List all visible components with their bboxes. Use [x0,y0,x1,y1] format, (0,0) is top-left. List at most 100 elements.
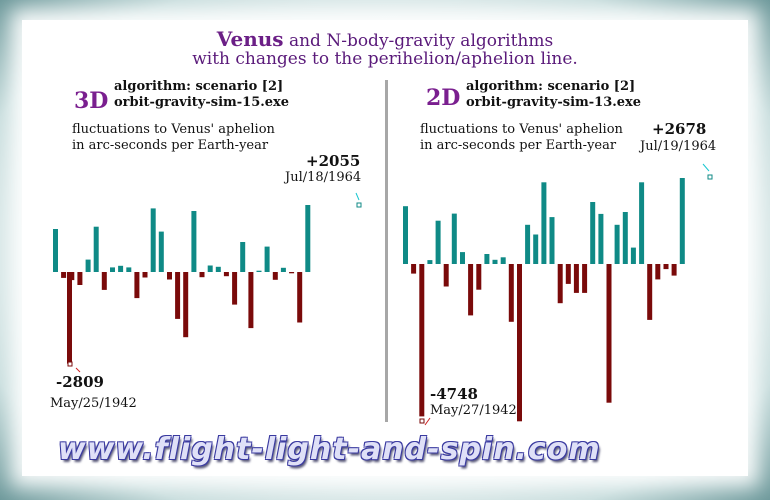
left-bar-23 [240,242,246,272]
left-bar-0 [53,229,58,272]
left-bar-28 [280,267,286,272]
left-max-arrow [355,192,360,201]
left-bar-9 [126,267,132,272]
right-program-label: orbit-gravity-sim-13.exe [466,95,642,110]
left-bar-22 [232,272,238,305]
right-bar-31 [655,264,661,280]
title-emphasis: Venus [216,27,284,51]
right-max-date: Jul/19/1964 [640,139,717,154]
right-bar-19 [557,264,563,304]
right-description-line1: fluctuations to Venus' aphelion [420,122,623,137]
left-bar-4 [85,259,91,272]
right-bar-2 [419,264,425,417]
right-min-value: -4748 [430,385,478,403]
right-bar-4 [435,220,441,264]
right-bar-21 [573,264,579,293]
left-bar-31 [305,205,311,272]
left-bar-11 [142,272,148,278]
right-bar-24 [598,213,604,264]
left-bar-16 [183,272,189,338]
left-bar-8 [118,265,124,272]
right-bar-14 [517,264,522,422]
left-bar-30 [297,272,303,323]
right-bar-1 [411,264,417,274]
left-bar-6 [101,272,107,290]
right-bar-6 [451,213,457,264]
right-max-value: +2678 [652,120,707,138]
right-bar-27 [622,212,628,264]
right-bar-29 [639,182,645,264]
left-bar-32 [67,272,72,364]
right-bar-17 [541,182,547,264]
left-bar-20 [215,266,221,272]
left-min-value: -2809 [56,373,104,391]
right-bar-26 [614,224,620,264]
right-bar-16 [533,234,539,264]
right-bar-34 [679,178,685,264]
right-bar-5 [443,264,449,287]
right-bar-12 [500,257,506,264]
left-bar-12 [150,208,156,272]
left-bar-24 [248,272,254,329]
right-bar-0 [403,206,408,264]
right-bar-18 [549,217,555,264]
right-bar-15 [525,224,531,264]
left-dimension-label: 3D [74,88,109,114]
left-bar-25 [256,270,262,272]
left-bar-21 [223,272,229,277]
left-min-date: May/25/1942 [50,396,137,411]
left-bar-18 [199,272,205,278]
right-description-line2: in arc-seconds per Earth-year [420,138,617,153]
right-bar-22 [582,264,588,293]
right-dimension-label: 2D [426,85,461,111]
left-max-value: +2055 [306,152,361,170]
left-bar-chart [53,205,311,364]
right-bar-10 [484,254,490,264]
right-min-marker [419,418,425,424]
left-bar-7 [110,267,115,272]
right-bar-30 [647,264,653,320]
left-bar-3 [77,272,83,285]
right-bar-33 [671,264,677,276]
left-max-marker [356,202,362,208]
left-min-arrow [75,367,81,373]
right-bar-11 [492,259,498,264]
right-bar-32 [663,264,669,270]
right-bar-3 [427,260,433,264]
left-algorithm-label: algorithm: scenario [2] [114,79,284,94]
left-bar-29 [289,272,295,274]
left-bar-19 [207,265,213,272]
left-description-line1: fluctuations to Venus' aphelion [72,122,275,137]
left-bar-26 [264,246,270,272]
right-bar-8 [468,264,474,316]
right-algorithm-label: algorithm: scenario [2] [466,79,636,94]
left-bar-14 [167,272,172,280]
right-bar-20 [565,264,571,284]
right-min-date: May/27/1942 [430,403,517,418]
right-max-marker [707,174,713,180]
subtitle: with changes to the perihelion/aphelion … [192,49,578,69]
left-bar-13 [158,231,164,272]
right-bar-chart [403,178,685,422]
right-bar-13 [508,264,514,322]
right-bar-7 [460,252,465,264]
right-bar-25 [606,264,612,403]
left-bar-10 [134,272,140,299]
right-bar-23 [590,202,596,264]
right-bar-9 [476,264,482,290]
left-bar-27 [272,272,278,280]
left-bar-17 [191,211,197,272]
right-min-arrow [424,417,431,426]
title-rest: and N-body-gravity algorithms [283,31,554,51]
left-bar-5 [93,226,99,272]
left-bar-15 [175,272,181,319]
panel-divider [385,80,388,422]
right-max-arrow [702,163,710,172]
left-program-label: orbit-gravity-sim-15.exe [114,95,290,110]
website-footer: www.flight-light-and-spin.com [58,432,601,467]
left-max-date: Jul/18/1964 [285,170,362,185]
title: Venus and N-body-gravity algorithms [0,27,770,51]
left-description-line2: in arc-seconds per Earth-year [72,138,269,153]
left-bar-1 [61,272,67,278]
